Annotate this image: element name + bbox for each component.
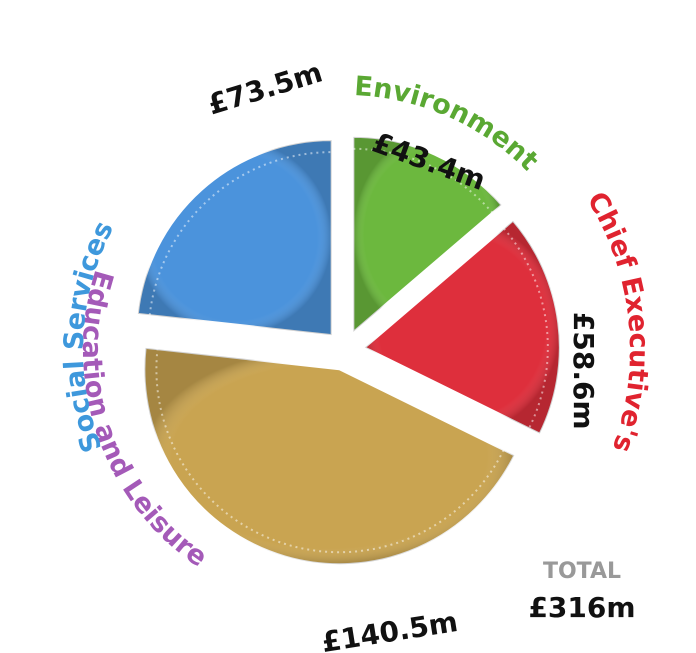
coin-rim bbox=[155, 349, 505, 554]
slice-shade bbox=[144, 347, 515, 565]
value-label: £140.5m bbox=[319, 605, 460, 653]
slice-shade bbox=[353, 136, 502, 332]
coin-rim bbox=[148, 151, 332, 316]
total-value: £316m bbox=[528, 591, 635, 624]
coin-rim bbox=[353, 147, 494, 214]
value-label: £73.5m bbox=[204, 55, 326, 121]
slice-shade bbox=[137, 140, 332, 336]
total-label: TOTAL bbox=[543, 559, 621, 584]
slice-shade bbox=[364, 220, 560, 434]
value-label: £58.6m bbox=[567, 312, 600, 430]
